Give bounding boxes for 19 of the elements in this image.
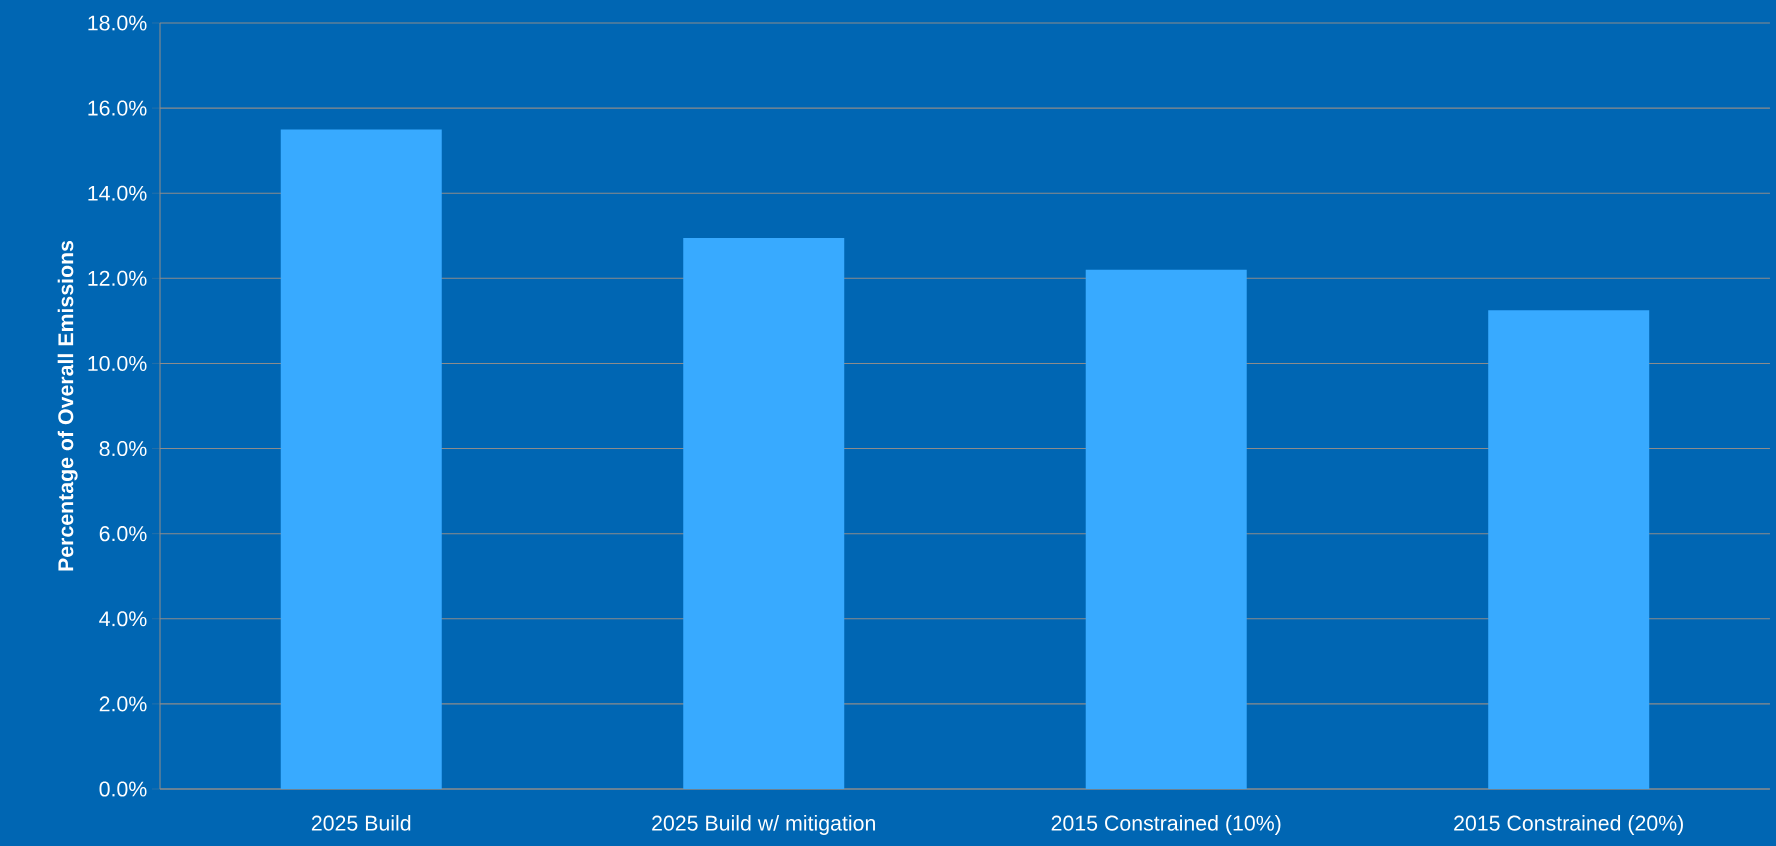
y-tick-label: 8.0% (99, 441, 147, 457)
y-tick-label: 2.0% (99, 696, 147, 712)
x-tick-label: 2015 Constrained (10%) (1051, 815, 1281, 835)
y-tick-label: 6.0% (99, 526, 147, 542)
bar (1085, 269, 1247, 789)
y-tick-label: 4.0% (99, 611, 147, 627)
x-tick-label: 2015 Constrained (20%) (1454, 815, 1683, 835)
bar (1488, 310, 1650, 789)
x-tick-label: 2025 Build (311, 815, 411, 831)
x-tick-label: 2025 Build w/ mitigation (652, 815, 875, 835)
bar (683, 237, 845, 789)
y-tick-label: 0.0% (99, 781, 147, 797)
y-tick-label: 10.0% (88, 355, 147, 371)
y-tick-label: 16.0% (88, 100, 147, 116)
bar (280, 129, 442, 789)
y-tick-label: 12.0% (88, 270, 147, 286)
y-tick-label: 14.0% (88, 185, 147, 201)
y-axis-title: Percentage of Overall Emissions (57, 240, 78, 571)
y-tick-label: 18.0% (88, 15, 147, 31)
